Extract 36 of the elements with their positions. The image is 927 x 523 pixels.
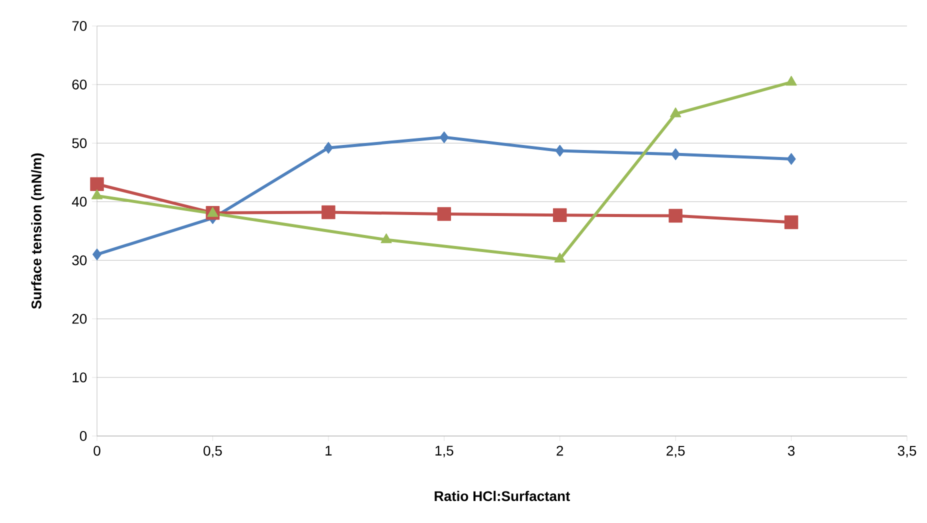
x-tick-label: 1 [326, 446, 332, 456]
point [786, 153, 796, 165]
x-tick-label: 2 [556, 446, 564, 456]
x-tick-label: 3 [788, 446, 795, 456]
y-tick-label: 10 [72, 372, 87, 382]
point [92, 248, 102, 260]
point [552, 208, 567, 222]
y-tick-label: 70 [72, 21, 87, 31]
y-tick-label: 50 [72, 138, 87, 148]
point [784, 215, 798, 230]
y-tick-label: 0 [80, 431, 87, 441]
point [671, 148, 680, 160]
x-tick-label: 1,5 [436, 446, 454, 458]
x-tick-label: 0 [94, 446, 100, 456]
x-tick-label: 0,5 [204, 446, 222, 458]
point [670, 107, 682, 118]
point [207, 207, 218, 217]
y-tick-label: 20 [72, 314, 87, 324]
point [380, 233, 392, 244]
y-tick-label: 30 [72, 255, 87, 266]
point [554, 252, 566, 262]
point [786, 76, 797, 86]
point [324, 142, 333, 154]
x-axis-title: Ratio HCl:Surfactant [434, 490, 570, 502]
point [322, 205, 336, 220]
point [555, 144, 564, 157]
point [668, 208, 682, 223]
point [91, 189, 103, 200]
y-axis-title: Surface tension (mN/m) [31, 153, 44, 309]
y-tick-label: 40 [72, 196, 87, 207]
x-tick-label: 3,5 [898, 446, 916, 458]
x-tick-label: 2,5 [666, 446, 685, 458]
point [440, 131, 449, 144]
point [90, 177, 104, 192]
y-tick-label: 60 [72, 80, 87, 90]
point [437, 207, 452, 221]
